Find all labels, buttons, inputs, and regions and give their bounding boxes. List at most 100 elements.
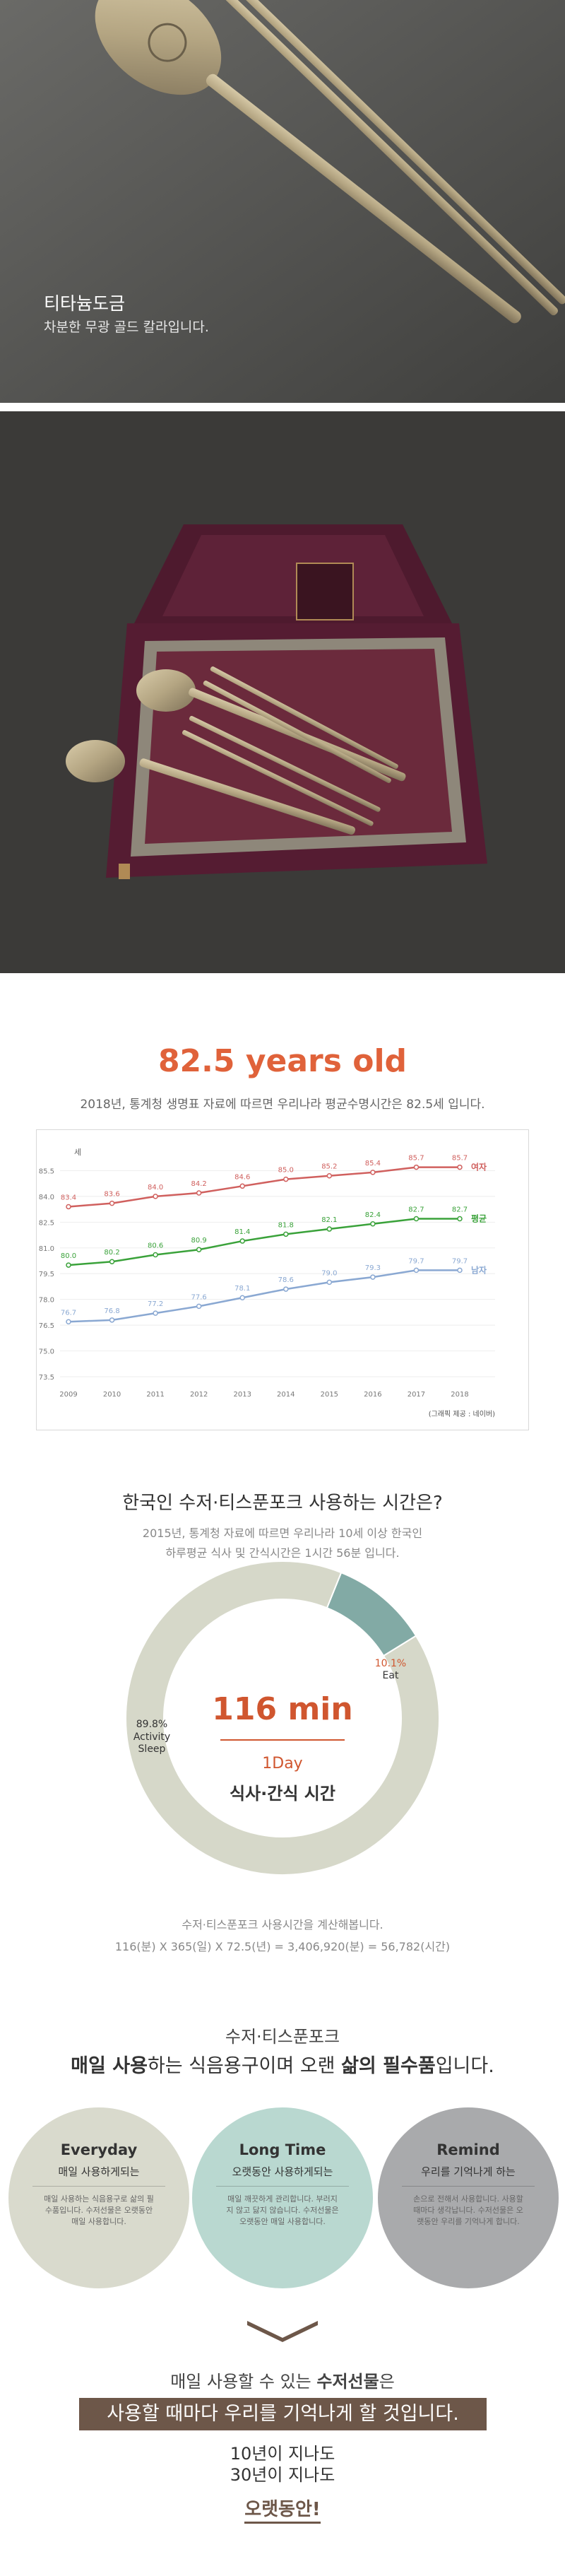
feature-subtitle: 오랫동안 사용하게되는	[216, 2164, 349, 2187]
point	[457, 1216, 463, 1222]
hero-title: 티타늄도금	[44, 293, 126, 314]
x-tick-label: 2012	[190, 1391, 208, 1399]
point	[370, 1221, 376, 1227]
value-label: 82.7	[452, 1206, 468, 1213]
value-label: 84.2	[191, 1180, 207, 1188]
eat-label: 10.1% Eat	[359, 1658, 422, 1682]
value-label: 78.1	[234, 1285, 250, 1293]
point	[413, 1216, 420, 1222]
y-axis-unit: 세	[74, 1148, 81, 1157]
point	[66, 1319, 71, 1325]
point	[109, 1200, 115, 1206]
text-segment: 수저선물	[316, 2372, 379, 2392]
value-label: 80.2	[104, 1249, 119, 1257]
hero-caption: 차분한 무광 골드 칼라입니다.	[44, 319, 209, 335]
point	[239, 1238, 245, 1244]
value-label: 81.8	[278, 1221, 294, 1229]
feature-title: Everyday	[60, 2141, 138, 2158]
value-label: 79.3	[365, 1264, 381, 1272]
donut-center-caption: 식사·간식 시간	[230, 1784, 335, 1804]
activity-value-label: 89.8%	[136, 1719, 168, 1730]
point	[196, 1247, 202, 1252]
text-segment: 매일 사용할 수 있는	[170, 2372, 317, 2392]
activity-label: 89.8% Activity Sleep	[127, 1719, 177, 1756]
series-line	[68, 1269, 460, 1323]
essential-title: 수저·티스푼포크	[225, 2027, 340, 2047]
feature-text: 매일 깨끗하게 관리합니다. 부러지지 않고 닳지 않습니다. 수저선물은 오랫…	[226, 2194, 339, 2226]
closing-line: 매일 사용할 수 있는 수저선물은	[0, 2368, 565, 2392]
closing-line-1: 10년이 지나도	[230, 2444, 335, 2464]
point	[109, 1317, 115, 1323]
value-label: 84.6	[234, 1173, 250, 1181]
closing-line-2: 30년이 지나도	[230, 2465, 335, 2485]
value-label: 78.6	[278, 1276, 294, 1284]
series-name: 남자	[471, 1264, 487, 1275]
value-label: 85.7	[452, 1155, 468, 1163]
point	[457, 1164, 463, 1170]
point	[153, 1252, 158, 1258]
text-segment: 삶의 필수품	[341, 2055, 436, 2077]
y-tick-label: 75.0	[39, 1348, 54, 1356]
y-tick-label: 85.5	[39, 1168, 54, 1175]
feature-circle: Remind 우리를 기억나게 하는 손으로 전해서 사용합니다. 사용할때마다 생…	[378, 2107, 559, 2288]
eat-value-label: 10.1%	[374, 1658, 407, 1669]
point	[413, 1267, 420, 1274]
text-segment: 은	[379, 2372, 395, 2392]
point	[413, 1164, 420, 1170]
value-label: 81.4	[234, 1228, 250, 1236]
value-label: 80.9	[191, 1237, 207, 1245]
usage-description-line: 하루평균 식사 및 간식시간은 1시간 56분 입니다.	[165, 1546, 400, 1560]
usage-heading: 한국인 수저·티스푼포크 사용하는 시간은?	[122, 1493, 443, 1514]
y-tick-label: 79.5	[39, 1271, 54, 1278]
closing-emphasis: 오랫동안!	[0, 2495, 565, 2524]
life-expectancy-chart: 세 73.5 75.0 76.5 78.0 79.5 81.0 82.5 84.0 85.5 200…	[36, 1129, 529, 1430]
value-label: 85.4	[365, 1160, 381, 1168]
x-tick-label: 2009	[59, 1391, 77, 1399]
closing-banner: 사용할 때마다 우리를 기억나게 할 것입니다.	[79, 2398, 487, 2430]
point	[326, 1226, 333, 1232]
usage-description-line: 2015년, 통계청 자료에 따르면 우리나라 10세 이상 한국인	[142, 1527, 423, 1540]
series-line	[68, 1166, 460, 1208]
eat-category: Eat	[382, 1669, 399, 1681]
feature-circle: Everyday 매일 사용하게되는 매일 사용하는 식음용구로 삶의 필수품입니다…	[8, 2107, 189, 2288]
text-segment: 하는 식음용구이며 오랜	[147, 2055, 342, 2077]
value-label: 82.1	[321, 1216, 337, 1224]
chart-source: (그래픽 제공 : 네이버)	[429, 1410, 495, 1418]
value-label: 79.7	[452, 1257, 468, 1265]
value-label: 83.6	[104, 1191, 119, 1199]
point	[196, 1303, 202, 1310]
calc-formula: 116(분) X 365(일) X 72.5(년) = 3,406,920(분)…	[114, 1940, 451, 1953]
value-label: 76.7	[61, 1309, 76, 1317]
value-label: 85.7	[408, 1155, 424, 1163]
value-label: 84.0	[148, 1184, 163, 1192]
point	[196, 1190, 202, 1196]
down-chevron	[247, 2321, 318, 2342]
donut-center-value: 116 min	[212, 1691, 353, 1727]
point	[283, 1176, 289, 1182]
x-tick-label: 2017	[408, 1391, 425, 1399]
x-tick-label: 2016	[364, 1391, 381, 1399]
x-tick-label: 2011	[146, 1391, 164, 1399]
y-tick-label: 78.0	[39, 1297, 54, 1305]
series-name: 여자	[471, 1162, 487, 1172]
essential-line: 매일 사용하는 식음용구이며 오랜 삶의 필수품입니다.	[0, 2050, 565, 2078]
value-label: 80.0	[61, 1252, 76, 1260]
point	[370, 1274, 376, 1280]
point	[153, 1194, 158, 1199]
point	[66, 1262, 71, 1268]
y-tick-label: 81.0	[39, 1245, 54, 1253]
gift-box-photo	[0, 411, 565, 973]
point	[457, 1267, 463, 1274]
feature-subtitle: 매일 사용하게되는	[32, 2164, 165, 2187]
lifespan-description: 2018년, 통계청 생명표 자료에 따르면 우리나라 평균수명시간은 82.5…	[80, 1098, 485, 1112]
point	[109, 1259, 115, 1264]
value-label: 76.8	[104, 1307, 119, 1315]
y-tick-label: 73.5	[39, 1374, 54, 1382]
series-line	[68, 1218, 460, 1266]
x-tick-label: 2013	[233, 1391, 251, 1399]
text-segment: 매일 사용	[71, 2055, 148, 2077]
value-label: 77.2	[148, 1300, 163, 1308]
feature-subtitle: 우리를 기억나게 하는	[402, 2164, 535, 2187]
closing-emphasis-text: 오랫동안!	[244, 2499, 321, 2524]
point	[239, 1295, 245, 1300]
